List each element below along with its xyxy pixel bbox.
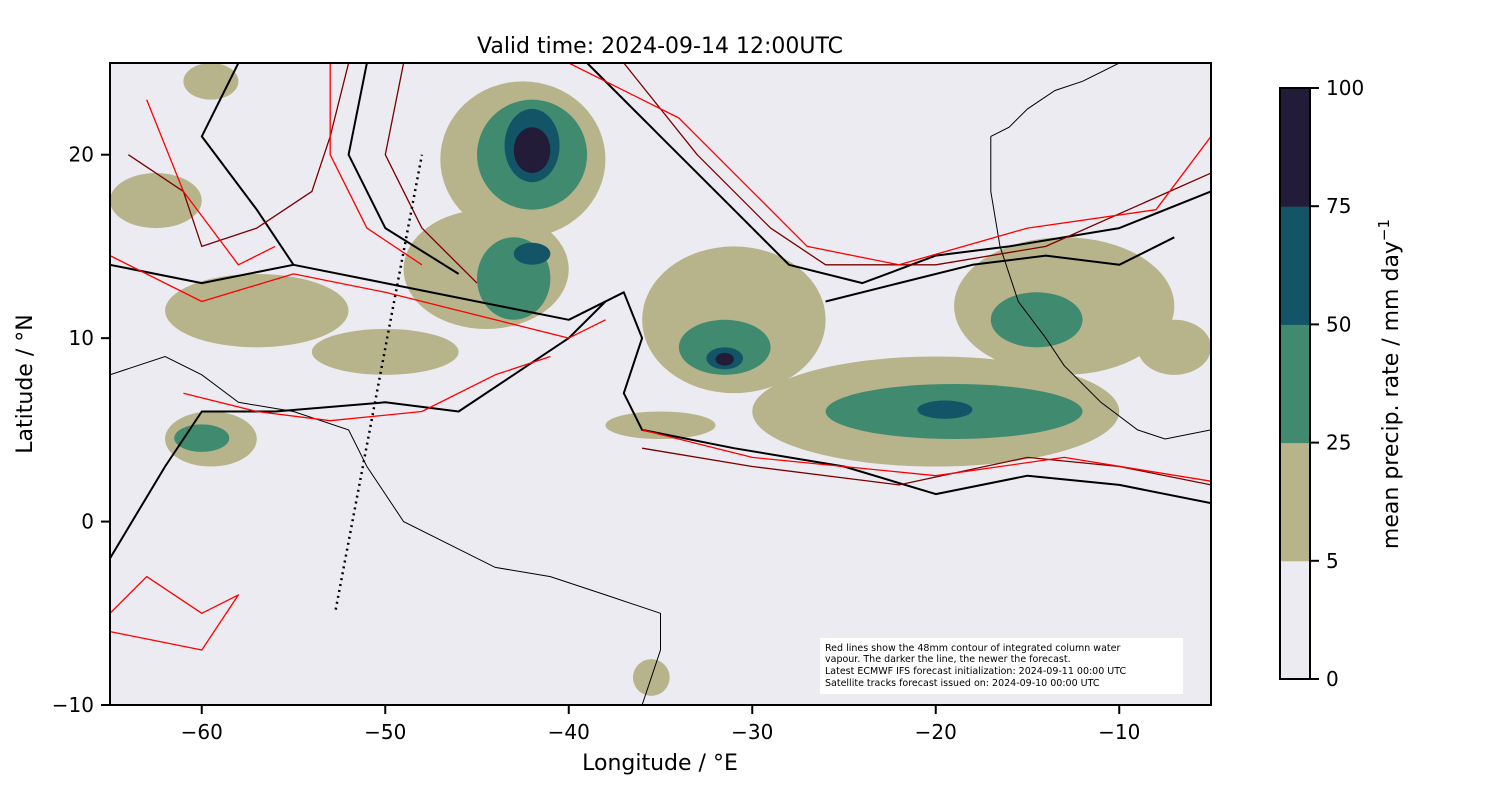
colorbar-segment-1 xyxy=(1280,560,1310,680)
y-axis: −10 0 10 20 xyxy=(52,143,110,717)
satellite-tracks xyxy=(334,154,424,610)
contour-line-3 xyxy=(200,63,295,266)
annotation-line-1: Red lines show the 48mm contour of integ… xyxy=(825,643,1120,654)
colorbar-tick-label: 5 xyxy=(1326,549,1339,573)
colorbar-segment-5 xyxy=(1280,88,1310,207)
contour-line-17 xyxy=(183,355,551,422)
colorbar-tick-label: 50 xyxy=(1326,312,1351,336)
contour-line-6 xyxy=(825,236,1175,303)
colorbar-segments xyxy=(1280,88,1310,680)
contour-line-15 xyxy=(641,429,1211,482)
plot-frame xyxy=(109,62,1212,706)
x-tick-label: −10 xyxy=(1098,720,1140,744)
precip-region-17 xyxy=(165,273,349,348)
contour-line-12 xyxy=(146,99,276,266)
satellite-track-line xyxy=(334,154,424,610)
map-plot-area xyxy=(110,63,1211,705)
colorbar-tick-label: 75 xyxy=(1326,194,1351,218)
coastline-2 xyxy=(990,136,1211,440)
contour-line-11 xyxy=(110,255,606,339)
colorbar-segment-2 xyxy=(1280,442,1310,562)
precip-region-23 xyxy=(605,411,716,440)
chart-title: Valid time: 2024-09-14 12:00UTC xyxy=(477,34,843,59)
annotation-background xyxy=(820,638,1183,694)
precip-region-14 xyxy=(917,400,973,419)
colorbar-tick-label: 0 xyxy=(1326,667,1339,691)
precip-region-16 xyxy=(990,292,1083,348)
x-tick-label: −40 xyxy=(548,720,590,744)
contour-line-8 xyxy=(384,63,478,284)
x-tick-label: −30 xyxy=(731,720,773,744)
colorbar-segment-3 xyxy=(1280,324,1310,444)
precip-region-7 xyxy=(513,242,551,265)
coastline-1 xyxy=(110,355,661,705)
annotation-line-3: Latest ECMWF IFS forecast initialization… xyxy=(825,666,1126,677)
colorbar-segment-4 xyxy=(1280,206,1310,325)
x-tick-label: −50 xyxy=(364,720,406,744)
contour-line-9 xyxy=(623,63,1211,266)
colorbar-label: mean precip. rate / mm day−1 xyxy=(1375,219,1404,549)
colorbar-tick-label: 100 xyxy=(1326,76,1364,100)
y-tick-label: 0 xyxy=(81,510,94,534)
precip-region-22 xyxy=(1137,319,1211,375)
coastline-3 xyxy=(990,63,1120,137)
x-axis-label: Longitude / °E xyxy=(582,751,738,776)
colorbar-ticks: 0 5 25 50 75 100 xyxy=(1310,76,1364,691)
contour-line-14 xyxy=(568,63,1211,266)
x-axis: −60 −50 −40 −30 −20 −10 xyxy=(181,705,1140,744)
colorbar: 0 5 25 50 75 100 mean precip. rate / mm day−1 xyxy=(1279,76,1404,691)
annotation-box: Red lines show the 48mm contour of integ… xyxy=(820,638,1183,694)
contour-line-13 xyxy=(329,63,423,266)
contour-line-16 xyxy=(110,575,240,651)
contour-line-4 xyxy=(347,63,460,275)
contour-line-2 xyxy=(110,300,607,559)
precip-region-20 xyxy=(174,424,230,452)
x-tick-label: −60 xyxy=(181,720,223,744)
water-vapour-contours xyxy=(110,63,1211,651)
colorbar-label-text: mean precip. rate / mm day xyxy=(1379,241,1404,549)
y-tick-label: 20 xyxy=(69,143,94,167)
colorbar-label-superscript: −1 xyxy=(1375,219,1393,241)
y-axis-label: Latitude / °N xyxy=(13,314,38,453)
annotation-line-4: Satellite tracks forecast issued on: 202… xyxy=(825,678,1100,689)
y-tick-label: −10 xyxy=(52,693,94,717)
colorbar-tick-label: 25 xyxy=(1326,431,1351,455)
precipitation-field xyxy=(110,63,1211,696)
coastlines xyxy=(110,63,1211,705)
colorbar-frame xyxy=(1279,87,1311,680)
x-tick-label: −20 xyxy=(915,720,957,744)
y-tick-label: 10 xyxy=(69,326,94,350)
precip-region-11 xyxy=(715,352,734,366)
annotation-line-2: vapour. The darker the line, the newer t… xyxy=(825,654,1071,665)
contour-line-1 xyxy=(110,263,1211,505)
precip-region-18 xyxy=(110,173,202,229)
contour-line-5 xyxy=(586,63,1211,285)
precip-region-4 xyxy=(513,127,551,174)
precip-region-21 xyxy=(311,328,459,375)
